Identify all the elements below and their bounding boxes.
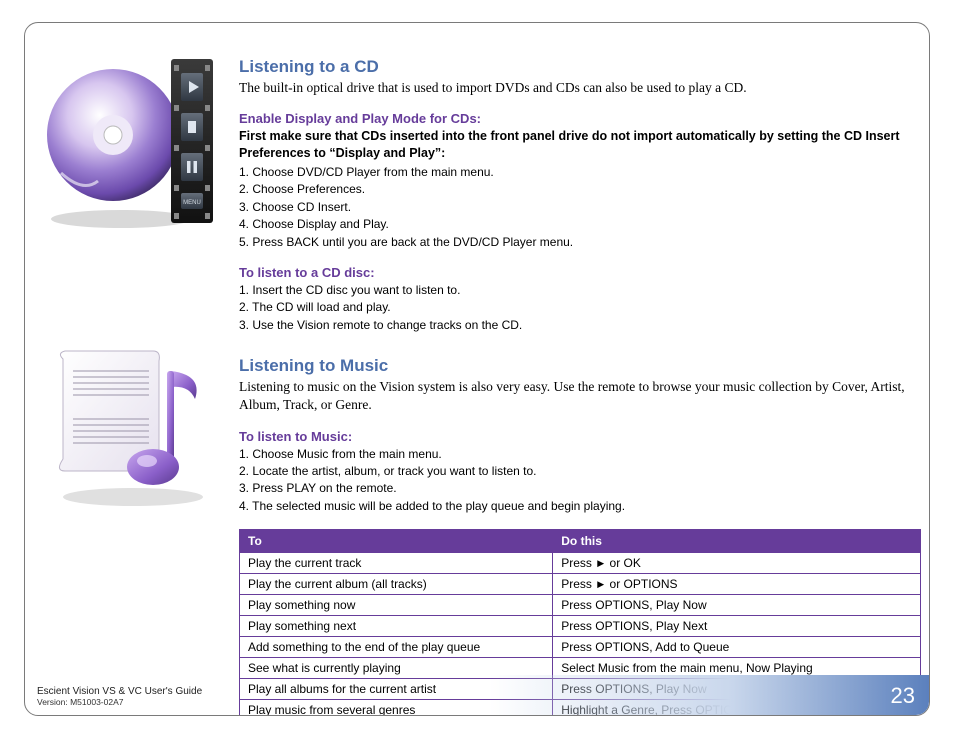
step: 1. Insert the CD disc you want to listen… — [239, 282, 911, 299]
table-cell-to: Play the current track — [240, 553, 553, 574]
page-frame: MENU — [24, 22, 930, 716]
step: 2. Choose Preferences. — [239, 181, 911, 198]
section-heading-cd: Listening to a CD — [239, 57, 911, 77]
music-illustration — [43, 341, 223, 511]
table-row: Play the current album (all tracks)Press… — [240, 574, 921, 595]
content-column: Listening to a CD The built-in optical d… — [239, 57, 911, 716]
footer-title: Escient Vision VS & VC User's Guide — [37, 686, 202, 697]
footer-version: Version: M51003-02A7 — [37, 697, 202, 707]
footer-block: Escient Vision VS & VC User's Guide Vers… — [37, 686, 202, 707]
section-intro-cd: The built-in optical drive that is used … — [239, 79, 911, 97]
subheading-enable-display: Enable Display and Play Mode for CDs: — [239, 111, 911, 126]
table-cell-dothis: Press OPTIONS, Play Next — [553, 616, 921, 637]
table-header-to: To — [240, 530, 553, 553]
table-cell-to: Play something next — [240, 616, 553, 637]
step: 4. Choose Display and Play. — [239, 216, 911, 233]
table-row: Play the current trackPress ▶ or OK — [240, 553, 921, 574]
table-row: Play something nextPress OPTIONS, Play N… — [240, 616, 921, 637]
table-row: Add something to the end of the play que… — [240, 637, 921, 658]
step: 2. The CD will load and play. — [239, 299, 911, 316]
table-header-dothis: Do this — [553, 530, 921, 553]
table-cell-dothis: Press OPTIONS, Play Now — [553, 595, 921, 616]
step: 5. Press BACK until you are back at the … — [239, 234, 911, 251]
step: 2. Locate the artist, album, or track yo… — [239, 463, 911, 480]
page-number: 23 — [891, 683, 915, 709]
table-row: Play something nowPress OPTIONS, Play No… — [240, 595, 921, 616]
step: 3. Choose CD Insert. — [239, 199, 911, 216]
steps-enable-display: 1. Choose DVD/CD Player from the main me… — [239, 164, 911, 251]
remote-glyph-icon: ▶ — [595, 579, 606, 589]
subheading-listen-cd: To listen to a CD disc: — [239, 265, 911, 280]
steps-listen-music: 1. Choose Music from the main menu. 2. L… — [239, 446, 911, 516]
section-heading-music: Listening to Music — [239, 356, 911, 376]
bold-instruction: First make sure that CDs inserted into t… — [239, 128, 911, 162]
table-cell-dothis: Press ▶ or OPTIONS — [553, 574, 921, 595]
svg-text:MENU: MENU — [183, 200, 201, 206]
table-cell-to: Play the current album (all tracks) — [240, 574, 553, 595]
remote-glyph-icon: ▶ — [595, 558, 606, 568]
table-cell-dothis: Press ▶ or OK — [553, 553, 921, 574]
step: 4. The selected music will be added to t… — [239, 498, 911, 515]
step: 1. Choose DVD/CD Player from the main me… — [239, 164, 911, 181]
subheading-listen-music: To listen to Music: — [239, 429, 911, 444]
table-cell-dothis: Press OPTIONS, Add to Queue — [553, 637, 921, 658]
cd-player-illustration: MENU — [43, 53, 223, 233]
step: 3. Press PLAY on the remote. — [239, 480, 911, 497]
step: 1. Choose Music from the main menu. — [239, 446, 911, 463]
step: 3. Use the Vision remote to change track… — [239, 317, 911, 334]
section-intro-music: Listening to music on the Vision system … — [239, 378, 911, 414]
table-cell-to: Add something to the end of the play que… — [240, 637, 553, 658]
table-cell-to: Play something now — [240, 595, 553, 616]
steps-listen-cd: 1. Insert the CD disc you want to listen… — [239, 282, 911, 334]
page-number-gradient: 23 — [489, 675, 929, 715]
